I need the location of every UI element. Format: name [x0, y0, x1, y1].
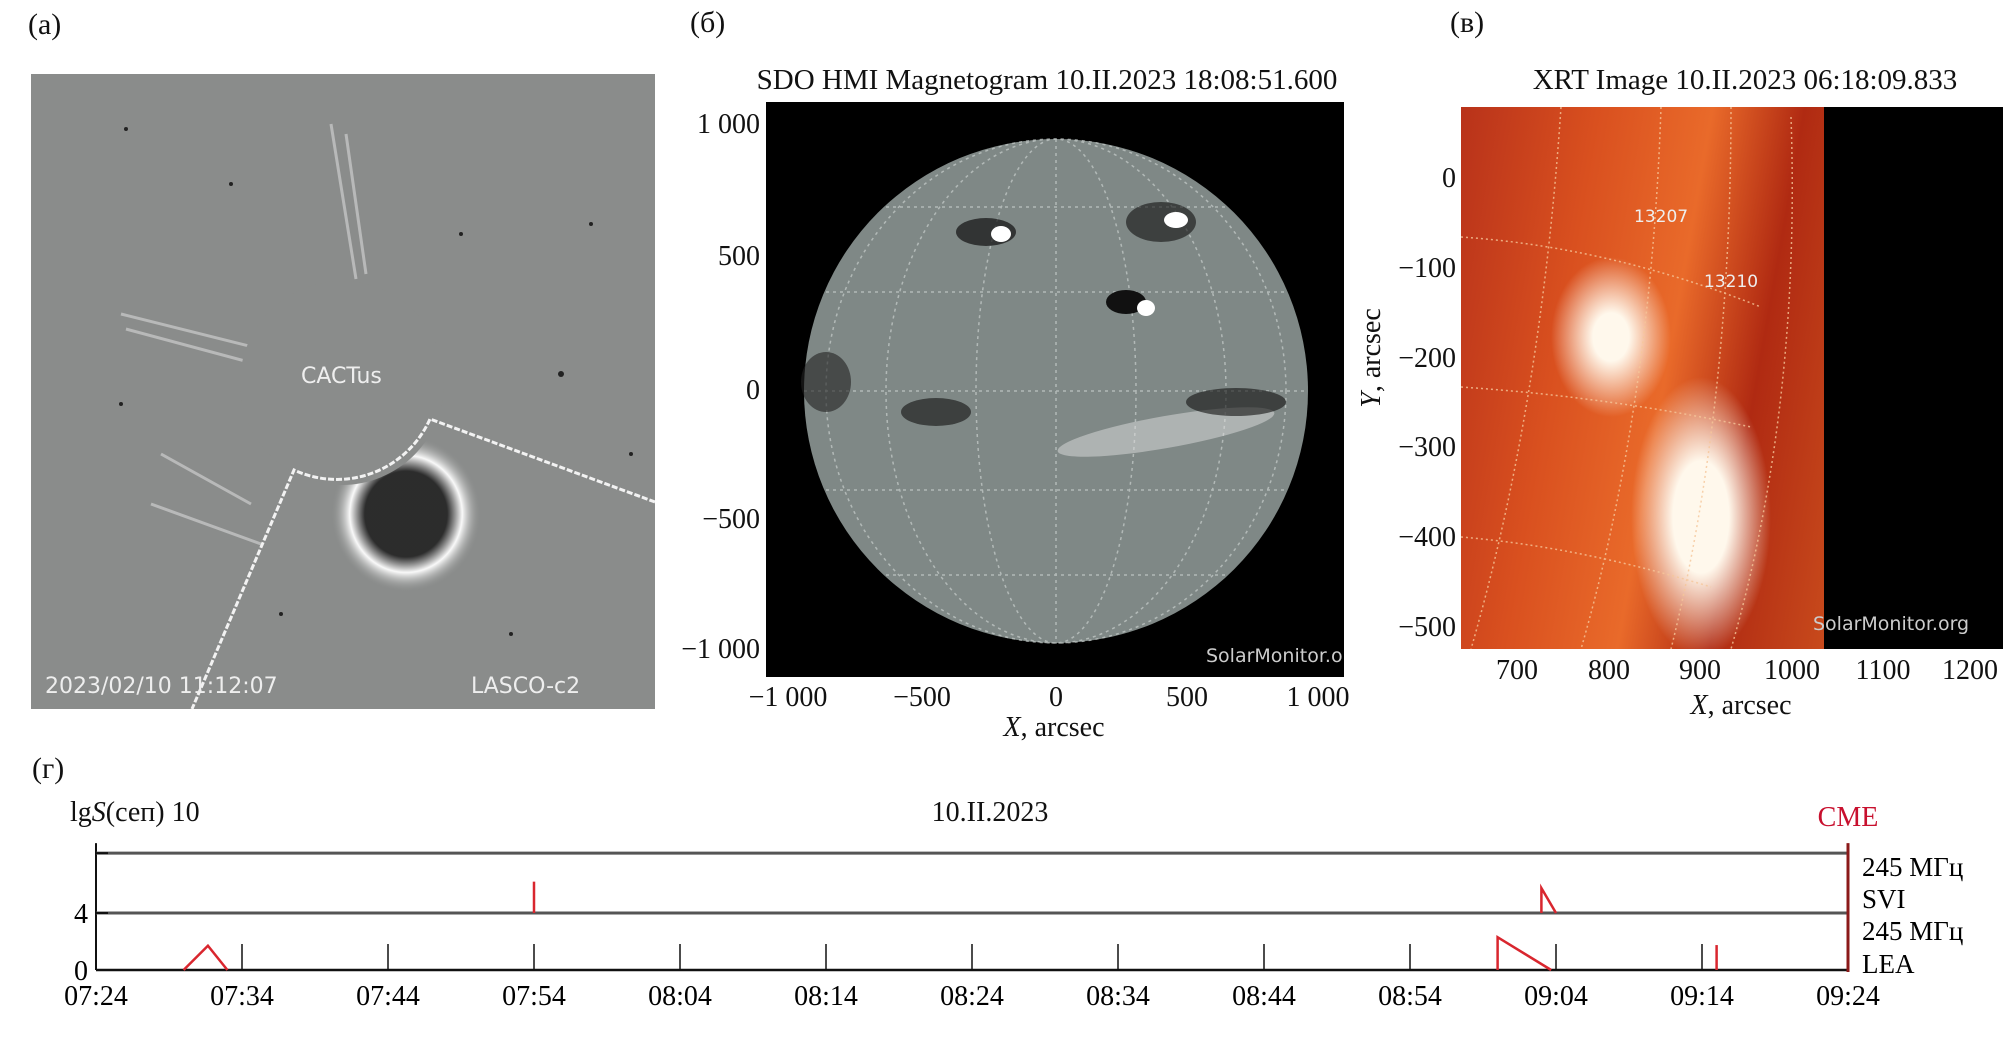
b-xtick: 1 000 [1286, 682, 1350, 713]
x-tick-label: 09:24 [1816, 981, 1880, 1012]
lasco-c2-image: CACTus 2023/02/10 11:12:07 LASCO-c2 [31, 74, 655, 709]
panel-a-label: (a) [28, 8, 62, 41]
x-tick-label: 08:34 [1086, 981, 1150, 1012]
x-tick-label: 09:04 [1524, 981, 1588, 1012]
x-tick-label: 08:14 [794, 981, 858, 1012]
c-xtick: 1100 [1855, 655, 1911, 686]
xrt-grid [1461, 107, 1793, 649]
panel-c-label: (в) [1450, 6, 1485, 39]
d-chart-date: 10.II.2023 [931, 797, 1049, 828]
x-tick-label: 09:14 [1670, 981, 1734, 1012]
d-y-axis-label: lgS(сеп) 10 [70, 797, 200, 828]
c-ytick: −300 [1398, 432, 1456, 463]
band-frequency-label: 245 МГц [1862, 852, 1963, 882]
b-ytick: −1 000 [681, 634, 760, 665]
burst-lea [1496, 934, 1552, 972]
x-tick-label: 08:04 [648, 981, 712, 1012]
d-ytick-top: 10 [171, 797, 200, 828]
y-tick-label: 4 [74, 899, 88, 930]
x-tick-label: 08:54 [1378, 981, 1442, 1012]
c-ytick: −500 [1398, 612, 1456, 643]
burst-lea [182, 943, 229, 971]
c-xtick: 900 [1679, 655, 1721, 686]
star-dots [119, 127, 633, 636]
c-y-axis-label: Y, arcsec [1356, 308, 1387, 408]
b-xtick: 500 [1166, 682, 1208, 713]
cme-graphic [119, 123, 655, 709]
lasco-instrument-label: LASCO-c2 [471, 674, 581, 699]
x-tick-label: 07:24 [64, 981, 128, 1012]
cme-sector-outline [190, 417, 655, 709]
c-xtick: 1200 [1942, 655, 1998, 686]
c-ytick: −400 [1398, 522, 1456, 553]
b-ytick: 1 000 [697, 109, 760, 140]
magnetogram-watermark: SolarMonitor.org [1206, 645, 1344, 667]
xrt-image: 13207 13210 SolarMonitor.org [1461, 107, 2003, 649]
xrt-title: XRT Image 10.II.2023 06:18:09.833 [1532, 64, 1958, 96]
panel-d-label: (г) [32, 752, 65, 785]
b-xtick: 0 [1049, 682, 1063, 713]
x-tick-label: 08:24 [940, 981, 1004, 1012]
c-x-axis-label: X, arcsec [1690, 690, 1792, 721]
c-xtick: 1000 [1764, 655, 1820, 686]
streamer-rays [120, 123, 368, 546]
c-ytick: −200 [1398, 343, 1456, 374]
b-ytick: 500 [718, 241, 760, 272]
cme-label: CME [1818, 802, 1879, 833]
b-x-axis-label: X, arcsec [1003, 712, 1105, 743]
xrt-corona [1461, 107, 1824, 649]
b-xtick: −1 000 [748, 682, 828, 713]
b-ytick: 0 [746, 375, 760, 406]
band-station-label: LEA [1862, 949, 1915, 979]
y-tick-label: 0 [74, 956, 88, 987]
b-ytick: −500 [702, 504, 760, 535]
band-station-label: SVI [1862, 884, 1906, 914]
c-xtick: 800 [1588, 655, 1630, 686]
burst-svi [1540, 883, 1558, 914]
lasco-timestamp: 2023/02/10 11:12:07 [45, 674, 278, 699]
xrt-watermark: SolarMonitor.org [1813, 613, 1970, 635]
region-label-13207: 13207 [1634, 207, 1689, 227]
x-tick-label: 07:54 [502, 981, 566, 1012]
x-tick-label: 08:44 [1232, 981, 1296, 1012]
b-xtick: −500 [893, 682, 951, 713]
hmi-magnetogram-image: SolarMonitor.org [766, 102, 1344, 677]
solar-disk [801, 138, 1308, 644]
x-tick-label: 07:34 [210, 981, 274, 1012]
panel-b-label: (б) [690, 6, 726, 39]
x-tick-label: 07:44 [356, 981, 420, 1012]
magnetogram-title: SDO HMI Magnetogram 10.II.2023 18:08:51.… [756, 64, 1338, 96]
occulter-disk [240, 281, 444, 485]
band-frequency-label: 245 МГц [1862, 916, 1963, 946]
cactus-label: CACTus [301, 364, 382, 389]
c-ytick: −100 [1398, 253, 1456, 284]
c-ytick: 0 [1442, 163, 1456, 194]
active-regions [801, 202, 1286, 457]
c-xtick: 700 [1496, 655, 1538, 686]
region-label-13210: 13210 [1704, 272, 1759, 292]
